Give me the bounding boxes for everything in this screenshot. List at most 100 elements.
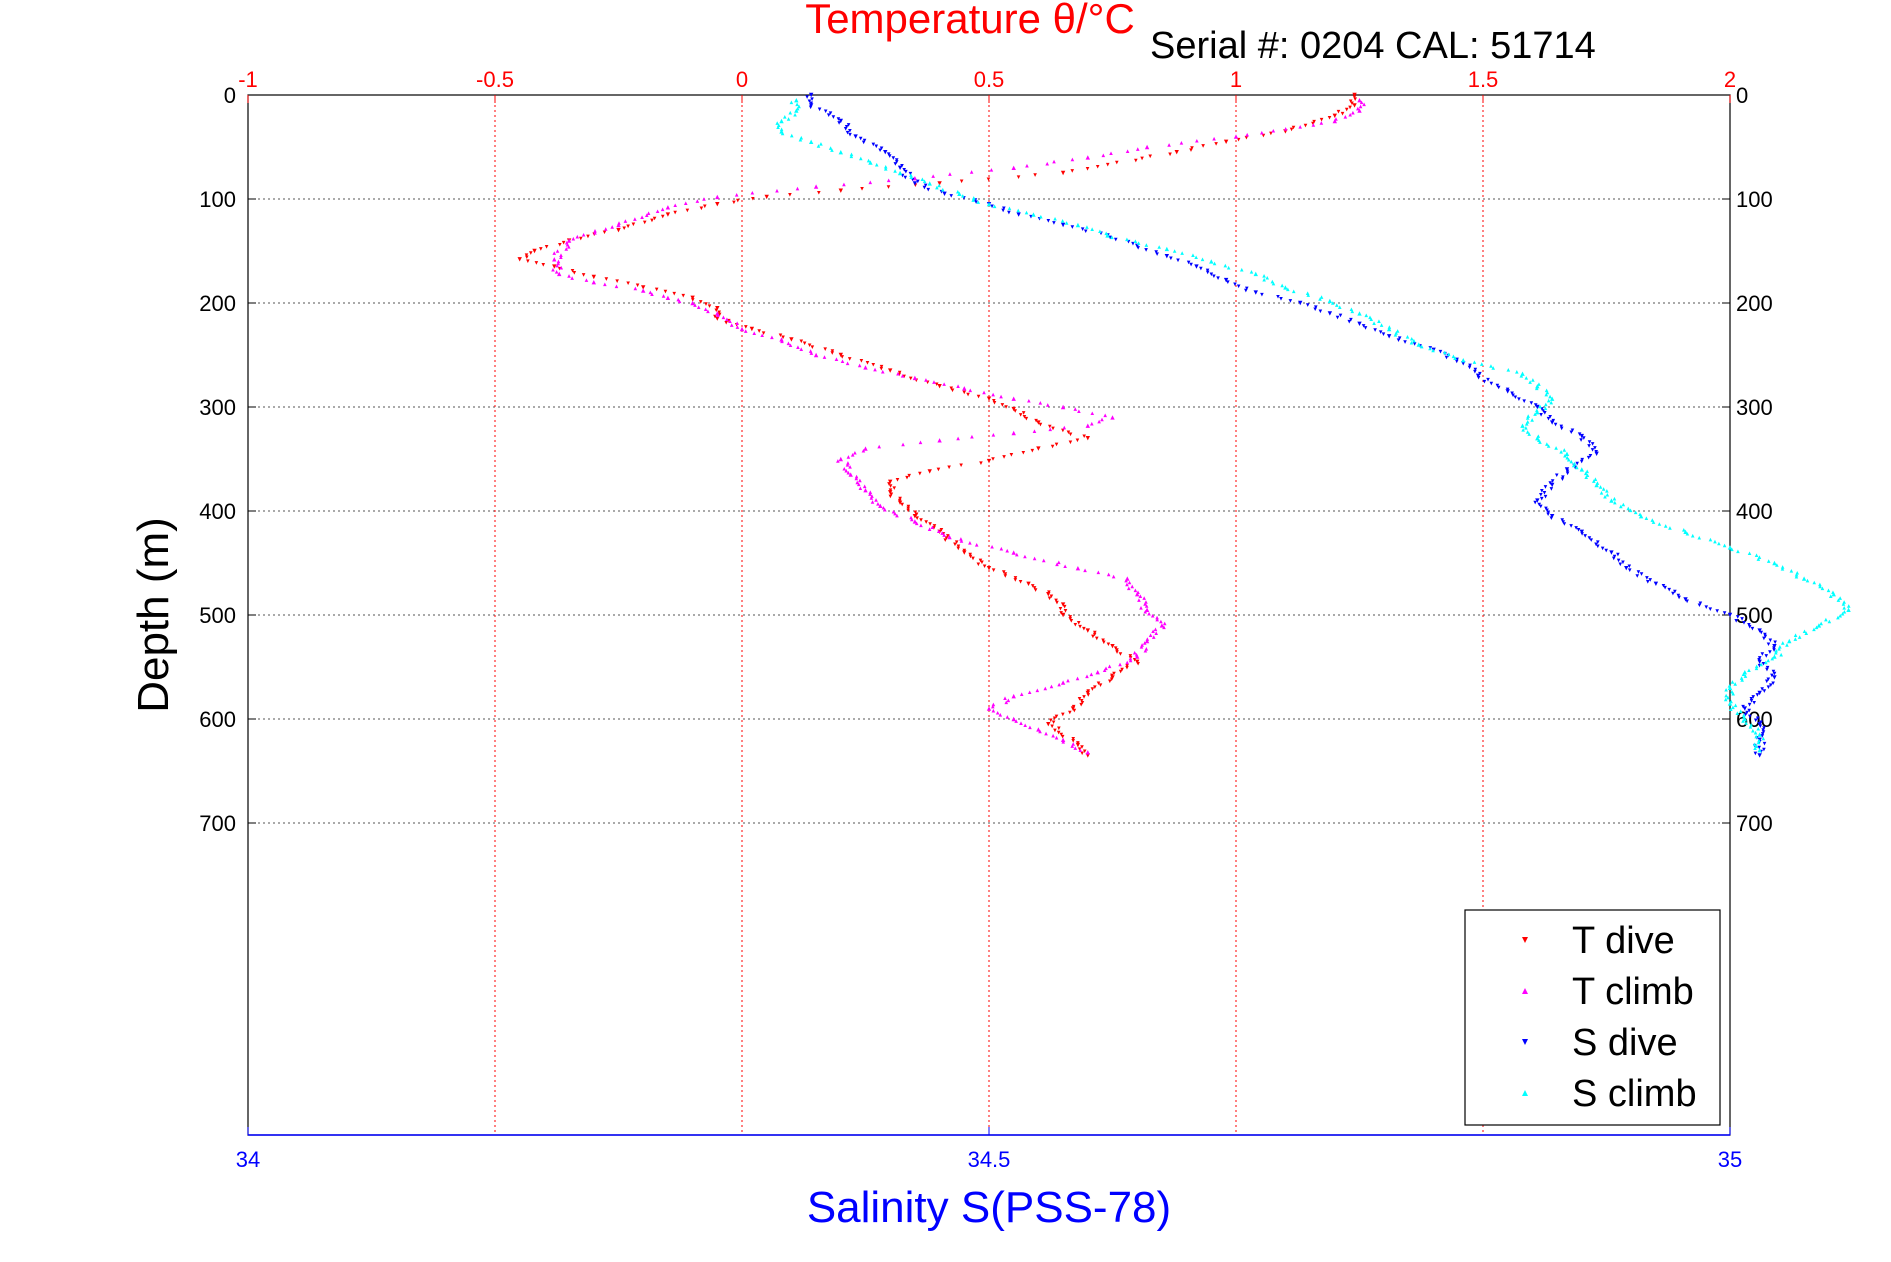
data-point <box>1027 398 1031 403</box>
data-point <box>1068 617 1073 621</box>
data-point <box>980 560 984 565</box>
data-point <box>1730 680 1735 684</box>
data-point <box>1566 457 1571 462</box>
data-point <box>920 177 925 182</box>
data-point <box>1209 272 1214 277</box>
data-point <box>715 194 720 200</box>
data-point <box>517 257 522 262</box>
data-point <box>1223 277 1229 283</box>
data-point <box>1372 321 1376 325</box>
data-point <box>1049 684 1054 689</box>
data-point <box>1140 156 1144 161</box>
data-point <box>1085 423 1090 428</box>
data-point <box>752 331 757 335</box>
data-point <box>1754 553 1759 557</box>
data-point <box>909 175 914 179</box>
data-point <box>1155 252 1159 256</box>
data-point <box>1731 691 1735 696</box>
data-point <box>937 384 942 389</box>
data-point <box>1583 471 1588 476</box>
data-point <box>702 197 706 201</box>
data-point <box>942 382 946 386</box>
data-point <box>1697 535 1702 540</box>
data-point <box>1051 720 1056 725</box>
data-point <box>1085 155 1090 160</box>
data-point <box>789 100 794 105</box>
y-tick-label-right: 500 <box>1736 603 1773 628</box>
data-point <box>1028 725 1032 730</box>
y-tick-label-left: 400 <box>199 499 236 524</box>
data-point <box>843 127 848 131</box>
data-point <box>1076 621 1081 625</box>
y-tick-label-left: 100 <box>199 187 236 212</box>
data-point <box>1113 646 1118 650</box>
data-point <box>1143 609 1148 614</box>
data-point <box>602 230 607 235</box>
data-point <box>1761 736 1766 741</box>
data-point <box>893 169 897 173</box>
data-point <box>1770 673 1774 678</box>
data-point <box>1006 698 1011 703</box>
data-point <box>1357 98 1362 103</box>
data-point <box>1768 638 1773 643</box>
data-point <box>808 105 813 110</box>
data-point <box>1052 159 1056 164</box>
data-point <box>927 469 932 474</box>
data-point <box>1764 660 1768 665</box>
data-point <box>896 371 900 376</box>
data-point <box>552 251 557 255</box>
data-point <box>1742 621 1746 625</box>
data-point <box>654 287 659 292</box>
data-point <box>1683 597 1688 602</box>
data-point <box>1609 550 1614 555</box>
data-point <box>1094 636 1099 641</box>
data-point <box>1386 326 1392 332</box>
data-point <box>648 290 653 295</box>
data-point <box>1579 467 1584 472</box>
data-point <box>735 198 740 203</box>
data-point <box>788 110 793 115</box>
data-point <box>1529 401 1534 405</box>
data-point <box>1001 570 1006 574</box>
data-point <box>1611 556 1616 561</box>
data-point <box>1828 594 1833 598</box>
data-point <box>799 339 804 344</box>
data-point <box>1016 208 1021 213</box>
data-point <box>1032 429 1037 433</box>
data-point <box>616 222 621 228</box>
data-point <box>665 205 671 210</box>
data-point <box>982 390 986 395</box>
data-point <box>1754 744 1759 749</box>
data-point <box>749 326 755 332</box>
data-point <box>1446 352 1451 357</box>
data-point <box>962 390 967 395</box>
data-point <box>830 148 834 152</box>
data-point <box>1820 586 1825 591</box>
data-point <box>1090 421 1094 426</box>
data-point <box>677 299 682 304</box>
data-point <box>528 251 533 255</box>
data-point <box>986 458 992 464</box>
data-point <box>1454 359 1459 364</box>
data-point <box>1089 672 1094 677</box>
data-point <box>750 190 755 195</box>
legend-label: T climb <box>1572 971 1694 1013</box>
data-point <box>1162 625 1166 630</box>
y-tick-label-right: 0 <box>1736 83 1748 108</box>
data-point <box>1128 656 1133 661</box>
data-point <box>1594 482 1599 488</box>
data-point <box>826 113 831 117</box>
data-point <box>1098 683 1103 687</box>
data-point <box>1587 444 1591 448</box>
data-point <box>1060 219 1065 223</box>
data-point <box>552 264 557 269</box>
data-point <box>1144 604 1149 608</box>
data-point <box>776 125 780 130</box>
data-point <box>1047 424 1052 429</box>
data-point <box>561 240 566 245</box>
data-point <box>1110 675 1115 680</box>
data-point <box>725 317 729 322</box>
data-point <box>808 103 814 108</box>
data-point <box>591 274 596 280</box>
data-point <box>947 465 951 470</box>
